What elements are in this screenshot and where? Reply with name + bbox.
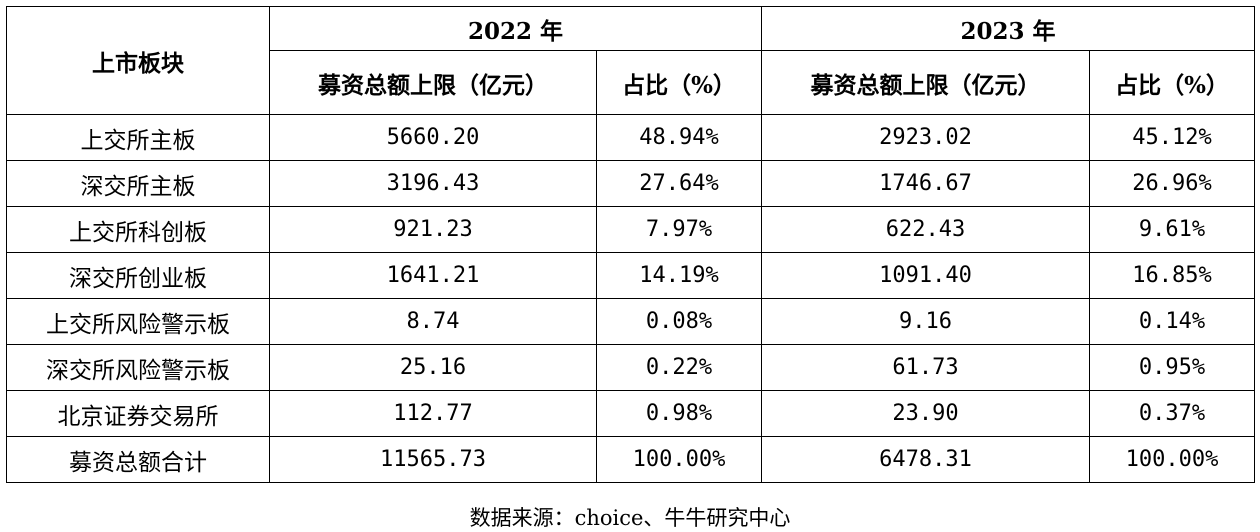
share-2023: 26.96% <box>1089 160 1255 207</box>
table-row: 深交所创业板 1641.21 14.19% 1091.40 16.85% <box>6 252 1255 299</box>
share-2022: 14.19% <box>596 252 762 299</box>
table-row: 上交所主板 5660.20 48.94% 2923.02 45.12% <box>6 114 1255 161</box>
share-2022: 7.97% <box>596 206 762 253</box>
board-name: 上交所科创板 <box>6 206 270 253</box>
share-2022: 0.98% <box>596 390 762 437</box>
amount-2022: 1641.21 <box>269 252 597 299</box>
share-2023: 100.00% <box>1089 436 1255 483</box>
board-name: 深交所主板 <box>6 160 270 207</box>
year-header-2022: 2022 年 <box>269 6 762 51</box>
column-header-share-2023: 占比（%） <box>1089 50 1255 115</box>
board-name: 深交所风险警示板 <box>6 344 270 391</box>
board-name: 上交所风险警示板 <box>6 298 270 345</box>
total-row: 募资总额合计 11565.73 100.00% 6478.31 100.00% <box>6 436 1255 483</box>
share-2022: 100.00% <box>596 436 762 483</box>
table-row: 北京证券交易所 112.77 0.98% 23.90 0.37% <box>6 390 1255 437</box>
column-header-amount-2023: 募资总额上限（亿元） <box>761 50 1090 115</box>
corner-header: 上市板块 <box>6 6 270 115</box>
amount-2022: 5660.20 <box>269 114 597 161</box>
source-note: 数据来源：choice、牛牛研究中心 <box>469 506 791 530</box>
fundraising-table: 上市板块 2022 年 2023 年 募资总额上限（亿元） 占比（%） 募资总额… <box>6 6 1255 483</box>
share-2023: 0.95% <box>1089 344 1255 391</box>
column-header-share-2022: 占比（%） <box>596 50 762 115</box>
amount-2022: 11565.73 <box>269 436 597 483</box>
table-row: 深交所主板 3196.43 27.64% 1746.67 26.96% <box>6 160 1255 207</box>
share-2023: 45.12% <box>1089 114 1255 161</box>
share-2022: 27.64% <box>596 160 762 207</box>
board-name: 深交所创业板 <box>6 252 270 299</box>
amount-2022: 112.77 <box>269 390 597 437</box>
amount-2023: 23.90 <box>761 390 1090 437</box>
share-2022: 0.22% <box>596 344 762 391</box>
amount-2022: 25.16 <box>269 344 597 391</box>
amount-2022: 3196.43 <box>269 160 597 207</box>
share-2023: 16.85% <box>1089 252 1255 299</box>
amount-2023: 9.16 <box>761 298 1090 345</box>
amount-2023: 1746.67 <box>761 160 1090 207</box>
column-header-amount-2022: 募资总额上限（亿元） <box>269 50 597 115</box>
board-name: 上交所主板 <box>6 114 270 161</box>
amount-2023: 1091.40 <box>761 252 1090 299</box>
amount-2022: 921.23 <box>269 206 597 253</box>
table-row: 深交所风险警示板 25.16 0.22% 61.73 0.95% <box>6 344 1255 391</box>
share-2022: 0.08% <box>596 298 762 345</box>
amount-2023: 61.73 <box>761 344 1090 391</box>
share-2022: 48.94% <box>596 114 762 161</box>
year-header-2023: 2023 年 <box>761 6 1255 51</box>
amount-2023: 6478.31 <box>761 436 1090 483</box>
amount-2022: 8.74 <box>269 298 597 345</box>
board-name: 募资总额合计 <box>6 436 270 483</box>
table-row: 上交所科创板 921.23 7.97% 622.43 9.61% <box>6 206 1255 253</box>
table-row: 上交所风险警示板 8.74 0.08% 9.16 0.14% <box>6 298 1255 345</box>
board-name: 北京证券交易所 <box>6 390 270 437</box>
share-2023: 0.14% <box>1089 298 1255 345</box>
share-2023: 0.37% <box>1089 390 1255 437</box>
amount-2023: 622.43 <box>761 206 1090 253</box>
amount-2023: 2923.02 <box>761 114 1090 161</box>
share-2023: 9.61% <box>1089 206 1255 253</box>
